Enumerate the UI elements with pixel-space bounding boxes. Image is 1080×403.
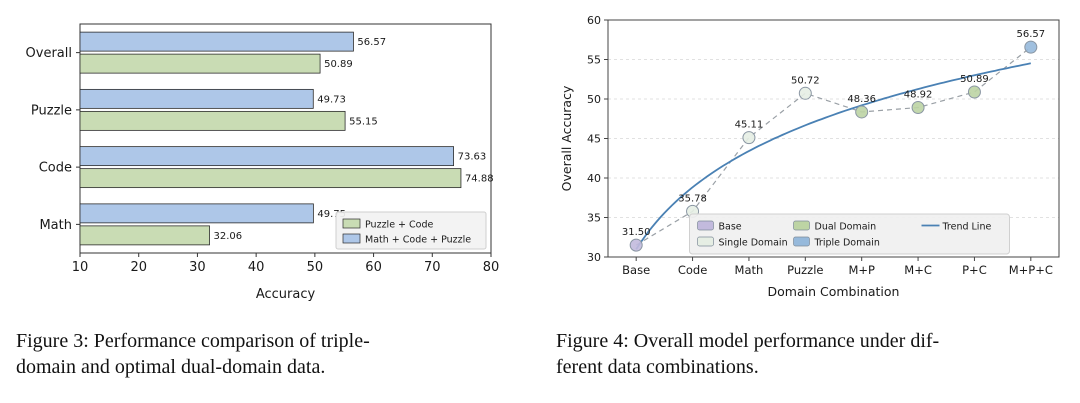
legend-box	[335, 211, 487, 250]
category-label: Overall	[26, 46, 72, 61]
legend-label: Puzzle + Code	[365, 220, 434, 231]
connector-line	[635, 46, 1032, 246]
point-value-label: 45.11	[735, 120, 764, 131]
legend-swatch	[793, 220, 810, 231]
bar-puzzle-s1	[79, 110, 346, 131]
caption-line: Figure 3: Performance comparison of trip…	[16, 330, 370, 352]
bar-code-s1	[79, 168, 462, 189]
legend-swatch	[793, 236, 810, 247]
y-tick-label: 40	[587, 172, 601, 185]
point-value-label: 50.89	[960, 74, 989, 85]
point-value-label: 48.36	[847, 94, 876, 105]
data-point-m+p+c	[1024, 40, 1038, 54]
point-value-label: 56.57	[1016, 29, 1045, 40]
x-tick-label: Puzzle	[787, 263, 823, 277]
data-point-p+c	[967, 85, 981, 99]
x-tick-label: Code	[678, 263, 707, 277]
figure-4-caption: Figure 4: Overall model performance unde…	[556, 329, 1078, 380]
legend-label: Single Domain	[719, 238, 788, 249]
point-value-label: 48.92	[904, 90, 933, 101]
x-tick-label: 20	[130, 260, 147, 275]
x-axis-label: Domain Combination	[768, 284, 900, 299]
bar-value-label: 32.06	[214, 231, 243, 242]
x-tick-label: 50	[307, 260, 324, 275]
x-tick-label: 40	[248, 260, 265, 275]
x-tick-label: M+P+C	[1009, 263, 1053, 277]
y-axis-label: Overall Accuracy	[559, 85, 574, 191]
category-label: Code	[39, 161, 72, 176]
bar-value-label: 56.57	[357, 37, 386, 48]
plot-border	[79, 23, 492, 254]
bar-value-label: 50.89	[324, 59, 353, 70]
y-tick-label: 50	[587, 93, 601, 106]
caption-line: domain and optimal dual-domain data.	[16, 355, 326, 378]
x-tick-label: 60	[365, 260, 382, 275]
legend-label: Base	[719, 222, 742, 233]
bar-code-s0	[79, 146, 454, 167]
figure-4: 30 35 40 45 50 55 60 Base Code Math Puzzle M+P M+C P+…	[556, 10, 1078, 380]
x-tick-label: M+C	[904, 263, 932, 277]
bar-value-label: 73.63	[458, 152, 487, 163]
page: 10 20 30 40 50 60 70 80 Accuracy Overall 56.57 50.8…	[16, 10, 1078, 380]
legend-swatch	[342, 218, 361, 229]
legend-swatch	[697, 220, 714, 231]
category-label: Math	[39, 218, 72, 233]
y-tick-label: 30	[587, 251, 601, 264]
legend-box	[689, 213, 1010, 255]
bar-math-s1	[79, 225, 210, 246]
x-tick-label: Base	[622, 263, 650, 277]
legend-label: Dual Domain	[815, 222, 877, 233]
bar-value-label: 49.75	[317, 209, 346, 220]
point-value-label: 31.50	[622, 227, 651, 238]
x-tick-label: 70	[424, 260, 441, 275]
y-tick-label: 55	[587, 54, 601, 67]
bar-math-s0	[79, 203, 314, 224]
figure-3-caption: Figure 3: Performance comparison of trip…	[16, 329, 538, 380]
category-label: Puzzle	[31, 103, 72, 118]
legend-swatch	[697, 236, 714, 247]
legend-swatch	[342, 233, 361, 244]
point-value-label: 50.72	[791, 75, 820, 86]
x-tick-label: M+P	[848, 263, 875, 277]
x-tick-label: 10	[72, 260, 89, 275]
caption-line: ferent data combinations.	[556, 355, 759, 378]
bar-value-label: 55.15	[349, 116, 378, 127]
x-tick-label: P+C	[962, 263, 987, 277]
legend-label: Triple Domain	[814, 238, 880, 249]
y-tick-label: 35	[587, 212, 601, 225]
bar-overall-s1	[79, 53, 321, 74]
bar-value-label: 49.73	[317, 94, 346, 105]
bar-puzzle-s0	[79, 88, 314, 109]
data-point-m+p	[855, 105, 869, 119]
data-point-base	[629, 238, 643, 252]
legend-label: Trend Line	[942, 222, 992, 233]
line-chart-figure4: 30 35 40 45 50 55 60 Base Code Math Puzzle M+P M+C P+…	[559, 14, 1060, 299]
x-tick-label: Math	[735, 263, 764, 277]
data-point-puzzle	[798, 86, 812, 100]
y-tick-label: 60	[587, 14, 601, 27]
y-tick-label: 45	[587, 133, 601, 146]
point-value-label: 35.78	[678, 193, 707, 204]
x-tick-label: 30	[189, 260, 206, 275]
x-tick-label: 80	[483, 260, 500, 275]
caption-line: Figure 4: Overall model performance unde…	[556, 330, 940, 352]
trend-line	[635, 62, 1031, 250]
data-point-math	[742, 131, 756, 145]
bar-overall-s0	[79, 31, 354, 52]
figure-3: 10 20 30 40 50 60 70 80 Accuracy Overall 56.57 50.8…	[16, 10, 538, 380]
bar-value-label: 74.88	[465, 174, 494, 185]
legend-label: Math + Code + Puzzle	[365, 235, 471, 246]
data-point-m+c	[911, 101, 925, 115]
x-axis-label: Accuracy	[256, 287, 316, 302]
bar-chart-figure3: 10 20 30 40 50 60 70 80 Accuracy Overall 56.57 50.8…	[26, 23, 500, 302]
